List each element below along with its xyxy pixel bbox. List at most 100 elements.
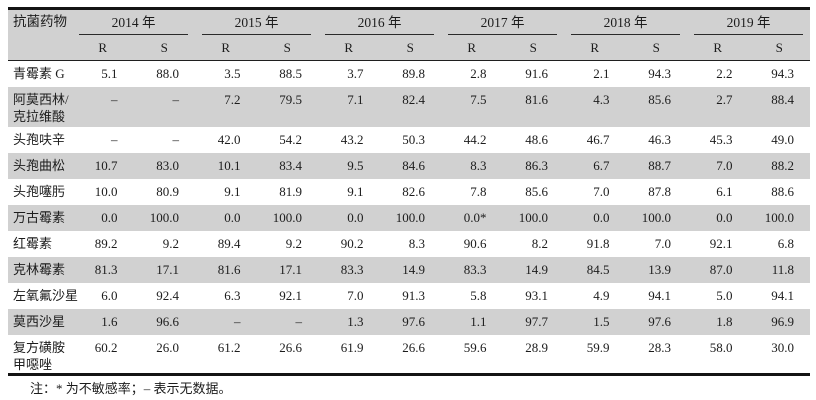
value-cell: 13.9 [625, 256, 687, 283]
value-cell: 8.3 [441, 152, 503, 179]
value-cell: 28.9 [525, 339, 548, 355]
value-cell: 100.0 [379, 204, 441, 231]
subheader-r: R [195, 36, 257, 61]
value-cell: 87.0 [687, 256, 749, 283]
year-underline [448, 34, 557, 35]
value-cell: 94.3 [648, 66, 671, 81]
value-cell: 80.9 [156, 183, 179, 199]
value-cell: 89.8 [402, 66, 425, 81]
value-cell: 89.4 [217, 235, 241, 251]
value-cell: 96.6 [133, 308, 195, 335]
value-cell: 85.6 [525, 183, 548, 199]
value-cell: 88.6 [771, 183, 794, 199]
table-row: 头孢曲松 10.7 83.0 10.1 83.4 9.5 84.6 8.3 86.3 6.7 88.… [8, 152, 810, 179]
year-header: 2019 年 [687, 8, 810, 36]
value-cell: – [195, 308, 257, 335]
value-cell: 8.2 [531, 235, 548, 251]
year-label: 2017 年 [480, 15, 525, 30]
year-underline [79, 34, 188, 35]
table-row: 左氧氟沙星 6.0 92.4 6.3 92.1 7.0 91.3 5.8 93.1 4.9 94.1… [8, 283, 810, 309]
value-cell: – [172, 131, 180, 147]
value-cell: 7.8 [470, 183, 487, 199]
value-cell: 81.6 [502, 86, 564, 127]
value-cell: 42.0 [217, 131, 241, 147]
year-header: 2016 年 [318, 8, 441, 36]
table-row: 复方磺胺 甲噁唑 60.2 26.0 61.2 26.6 61.9 26.6 59.6 28.9 5… [8, 335, 810, 375]
year-label: 2015 年 [234, 15, 279, 30]
drug-name-line: 头孢曲松 [13, 157, 66, 173]
value-cell: 6.1 [716, 183, 733, 199]
value-cell: 8.3 [408, 235, 425, 251]
value-cell: 7.1 [318, 86, 380, 127]
value-cell: 91.8 [586, 235, 610, 251]
value-cell: 7.0 [654, 235, 671, 251]
drug-name-line: 万古霉素 [13, 209, 66, 225]
subheader-r: R [441, 36, 503, 61]
value-cell: 1.5 [564, 308, 626, 335]
drug-name-cell: 复方磺胺 甲噁唑 [8, 335, 72, 375]
year-label: 2018 年 [603, 15, 648, 30]
drug-name-cell: 阿莫西林/克拉维酸 [8, 86, 72, 127]
subheader-s: S [379, 36, 441, 61]
subheader-s: S [748, 36, 810, 61]
value-cell: 88.4 [748, 86, 810, 127]
value-cell: 83.3 [441, 256, 503, 283]
value-cell: 49.0 [771, 131, 794, 147]
value-cell: 90.2 [340, 235, 364, 251]
value-cell: 89.2 [94, 235, 118, 251]
value-cell: 59.9 [586, 339, 610, 355]
year-underline [202, 34, 311, 35]
year-header: 2015 年 [195, 8, 318, 36]
value-cell: 94.1 [648, 287, 671, 303]
subheader-r: R [72, 36, 134, 61]
value-cell: 81.9 [279, 183, 302, 199]
value-cell: 1.6 [72, 308, 134, 335]
value-cell: 94.1 [771, 287, 794, 303]
year-header: 2018 年 [564, 8, 687, 36]
value-cell: 7.0 [347, 287, 364, 303]
value-cell: 2.2 [716, 66, 733, 81]
value-cell: 6.0 [101, 287, 118, 303]
value-cell: 45.3 [709, 131, 733, 147]
value-cell: 17.1 [256, 256, 318, 283]
value-cell: 2.8 [470, 66, 487, 81]
value-cell: – [133, 86, 195, 127]
year-label: 2019 年 [726, 15, 771, 30]
value-cell: 10.1 [195, 152, 257, 179]
value-cell: 84.6 [379, 152, 441, 179]
subheader-r: R [564, 36, 626, 61]
value-cell: 14.9 [502, 256, 564, 283]
value-cell: 30.0 [771, 339, 794, 355]
subheader-r: R [687, 36, 749, 61]
value-cell: 88.5 [279, 66, 302, 81]
year-underline [571, 34, 680, 35]
drug-name-line: 阿莫西林/ [13, 91, 69, 107]
value-cell: 60.2 [94, 339, 118, 355]
resistance-table-wrapper: 抗菌药物 2014 年 2015 年 2016 年 2017 年 2018 年 2019 … [8, 7, 810, 376]
value-cell: 4.3 [564, 86, 626, 127]
table-header: 抗菌药物 2014 年 2015 年 2016 年 2017 年 2018 年 2019 … [8, 8, 810, 61]
value-cell: 10.7 [72, 152, 134, 179]
value-cell: 58.0 [709, 339, 733, 355]
value-cell: 0.0 [564, 204, 626, 231]
drug-name-cell: 万古霉素 [8, 204, 72, 231]
value-cell: 92.1 [279, 287, 302, 303]
value-cell: 84.5 [564, 256, 626, 283]
value-cell: 82.6 [402, 183, 425, 199]
value-cell: 9.1 [224, 183, 241, 199]
value-cell: 100.0 [748, 204, 810, 231]
drug-name-line: 克拉维酸 [13, 108, 66, 124]
antibiotic-resistance-table: 抗菌药物 2014 年 2015 年 2016 年 2017 年 2018 年 2019 … [8, 7, 810, 376]
value-cell: 88.2 [748, 152, 810, 179]
table-row: 头孢噻肟 10.0 80.9 9.1 81.9 9.1 82.6 7.8 85.6 7.0 87.8… [8, 179, 810, 205]
drug-name-line: 红霉素 [13, 235, 53, 251]
table-row: 万古霉素 0.0 100.0 0.0 100.0 0.0 100.0 0.0* 100.0 0.0… [8, 204, 810, 231]
value-cell: 11.8 [748, 256, 810, 283]
value-cell: 7.0 [687, 152, 749, 179]
drug-name-cell: 莫西沙星 [8, 308, 72, 335]
value-cell: 9.5 [318, 152, 380, 179]
value-cell: 83.4 [256, 152, 318, 179]
year-label: 2016 年 [357, 15, 402, 30]
value-cell: 82.4 [379, 86, 441, 127]
